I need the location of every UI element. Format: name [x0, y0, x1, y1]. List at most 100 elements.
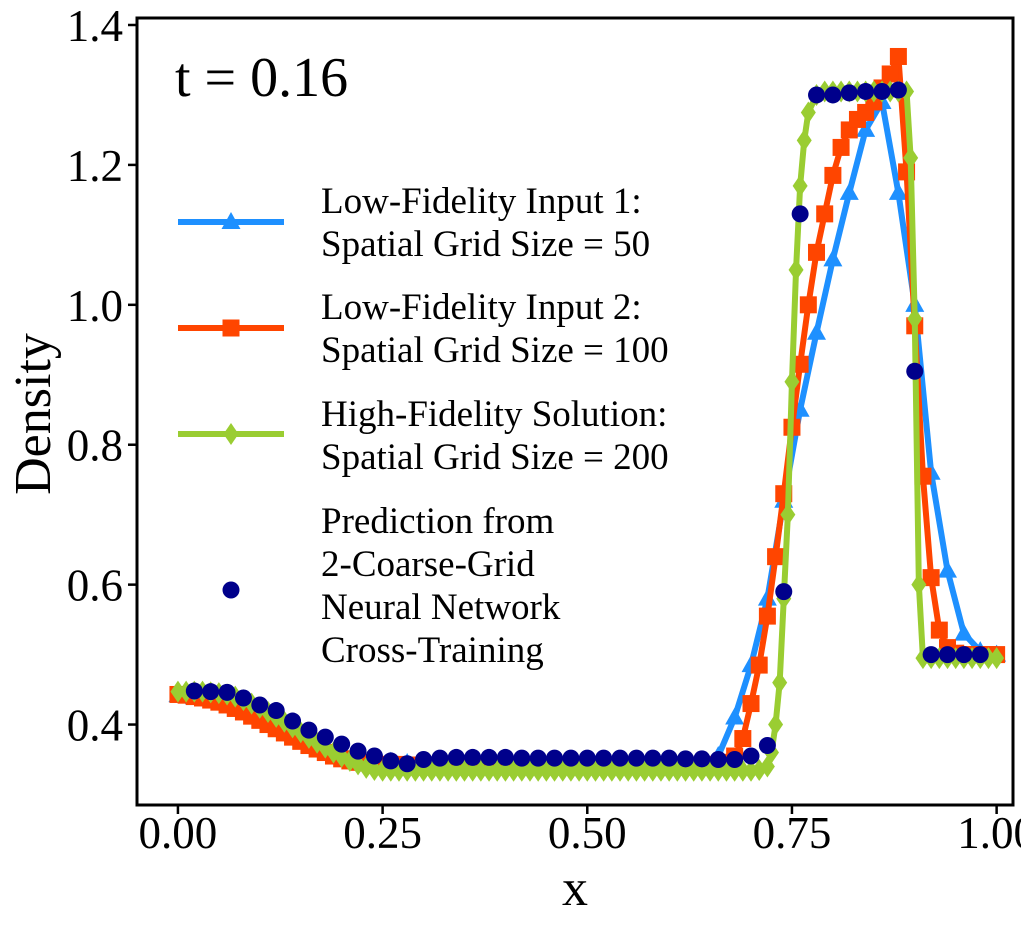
series-2-point-79 — [816, 205, 834, 223]
series-2-point-71 — [750, 656, 768, 674]
series-2-point-78 — [808, 243, 826, 261]
series-3-point-80 — [792, 174, 808, 197]
series-4-point-13 — [398, 755, 416, 773]
series-4-point-34 — [742, 747, 760, 765]
series-2-point-72 — [758, 607, 776, 625]
series-2-point-80 — [824, 166, 842, 184]
x-tick-label-3: 0.75 — [753, 808, 832, 858]
series-4-point-26 — [611, 749, 629, 767]
series-4-point-7 — [300, 721, 318, 739]
legend-marker-3 — [223, 423, 239, 445]
series-3-point-40 — [497, 759, 513, 782]
legend-entry-4: Prediction from 2-Coarse-Grid Neural Netwo… — [222, 501, 561, 671]
series-2-point-92 — [922, 569, 940, 587]
series-4-point-10 — [349, 742, 367, 760]
series-3-point-74 — [768, 713, 784, 736]
series-3-point-95 — [903, 146, 919, 169]
series-3-point-34 — [448, 759, 464, 782]
series-3-point-107 — [989, 647, 1005, 670]
series-4-point-47 — [955, 646, 973, 664]
y-tick-label-4: 1.2 — [67, 141, 123, 191]
series-3-point-35 — [456, 759, 472, 782]
series-4-point-20 — [513, 749, 531, 767]
legend-entry-2: Low-Fidelity Input 2: Spatial Grid Size =… — [178, 287, 669, 371]
series-4 — [185, 81, 989, 773]
series-2-point-76 — [791, 355, 809, 373]
legend-label-3: High-Fidelity Solution: Spatial Grid Size… — [321, 394, 669, 478]
legend-marker-1 — [221, 212, 241, 229]
axes-layer: 0.00 0.25 0.50 0.75 1.00 0.4 0.6 0.8 1.0 1.2 1.4 — [67, 1, 1021, 858]
series-2-point-81 — [832, 138, 850, 156]
series-3-point-79 — [788, 258, 804, 281]
series-4-point-19 — [496, 748, 514, 766]
series-2-point-77 — [799, 296, 817, 314]
series-4-point-45 — [922, 646, 940, 664]
series-4-point-46 — [939, 646, 957, 664]
series-4-point-43 — [889, 81, 907, 99]
series-4-point-3 — [234, 689, 252, 707]
series-2-point-73 — [767, 548, 785, 566]
series-4-point-27 — [627, 749, 645, 767]
series-4-point-2 — [218, 683, 236, 701]
series-4-point-1 — [202, 683, 220, 701]
series-4-point-32 — [709, 751, 727, 769]
legend-label-4: Prediction from 2-Coarse-Grid Neural Netwo… — [321, 501, 561, 671]
legend-label-2-line-1: Low-Fidelity Input 2: — [321, 287, 642, 328]
series-3-point-75 — [772, 671, 788, 694]
series-1-point-48 — [954, 623, 974, 641]
series-4-point-40 — [840, 84, 858, 102]
time-annotation: t = 0.16 — [175, 47, 348, 109]
series-4-point-5 — [267, 702, 285, 720]
series-4-point-31 — [693, 750, 711, 768]
series-4-point-44 — [906, 362, 924, 380]
legend-label-2-line-2: Spatial Grid Size = 100 — [321, 330, 669, 371]
series-2-point-88 — [889, 47, 907, 65]
series-2-point-69 — [734, 730, 752, 748]
x-tick-label-0: 0.00 — [139, 808, 218, 858]
legend-label-1-line-2: Spatial Grid Size = 50 — [321, 224, 650, 265]
legend-marker-4 — [222, 581, 240, 599]
series-4-point-48 — [971, 646, 989, 664]
series-4-point-4 — [251, 696, 269, 714]
y-tick-label-2: 0.8 — [67, 421, 123, 471]
series-4-point-14 — [415, 751, 433, 769]
series-3-point-39 — [489, 759, 505, 782]
plot-frame — [135, 16, 1015, 807]
series-4-point-12 — [382, 752, 400, 770]
legend-label-4-line-2: 2-Coarse-Grid — [321, 544, 535, 585]
legend-label-1: Low-Fidelity Input 1: Spatial Grid Size =… — [321, 181, 650, 265]
series-4-point-42 — [873, 82, 891, 100]
legend-marker-2 — [222, 319, 240, 337]
series-3-point-78 — [784, 370, 800, 393]
series-layer — [168, 47, 1007, 782]
series-4-point-24 — [578, 749, 596, 767]
series-4-point-11 — [365, 747, 383, 765]
series-2-point-87 — [881, 65, 899, 83]
y-tick-label-0: 0.4 — [67, 701, 123, 751]
series-1-point-40 — [823, 249, 843, 267]
series-4-point-17 — [464, 748, 482, 766]
series-1-point-41 — [839, 182, 859, 200]
series-3-point-97 — [911, 573, 927, 596]
series-3-point-81 — [796, 129, 812, 152]
series-3-point-77 — [780, 503, 796, 526]
legend-label-4-line-1: Prediction from — [321, 501, 554, 542]
series-3-point-70 — [743, 759, 759, 782]
legend-entry-1: Low-Fidelity Input 1: Spatial Grid Size =… — [178, 181, 650, 265]
series-2-point-70 — [742, 695, 760, 713]
series-4-point-28 — [644, 749, 662, 767]
series-4-point-23 — [562, 749, 580, 767]
series-1-point-39 — [807, 322, 827, 340]
legend-label-2: Low-Fidelity Input 2: Spatial Grid Size =… — [321, 287, 669, 371]
series-4-point-25 — [595, 749, 613, 767]
series-3-point-82 — [800, 101, 816, 124]
legend-label-4-line-3: Neural Network — [321, 587, 561, 628]
series-4-point-37 — [791, 205, 809, 223]
series-4-point-8 — [316, 728, 334, 746]
series-2-point-93 — [930, 621, 948, 639]
series-1-point-44 — [888, 182, 908, 200]
series-4-point-0 — [185, 682, 203, 700]
y-tick-label-1: 0.6 — [67, 561, 123, 611]
series-4-point-41 — [857, 82, 875, 100]
legend: Low-Fidelity Input 1: Spatial Grid Size =… — [178, 181, 669, 671]
